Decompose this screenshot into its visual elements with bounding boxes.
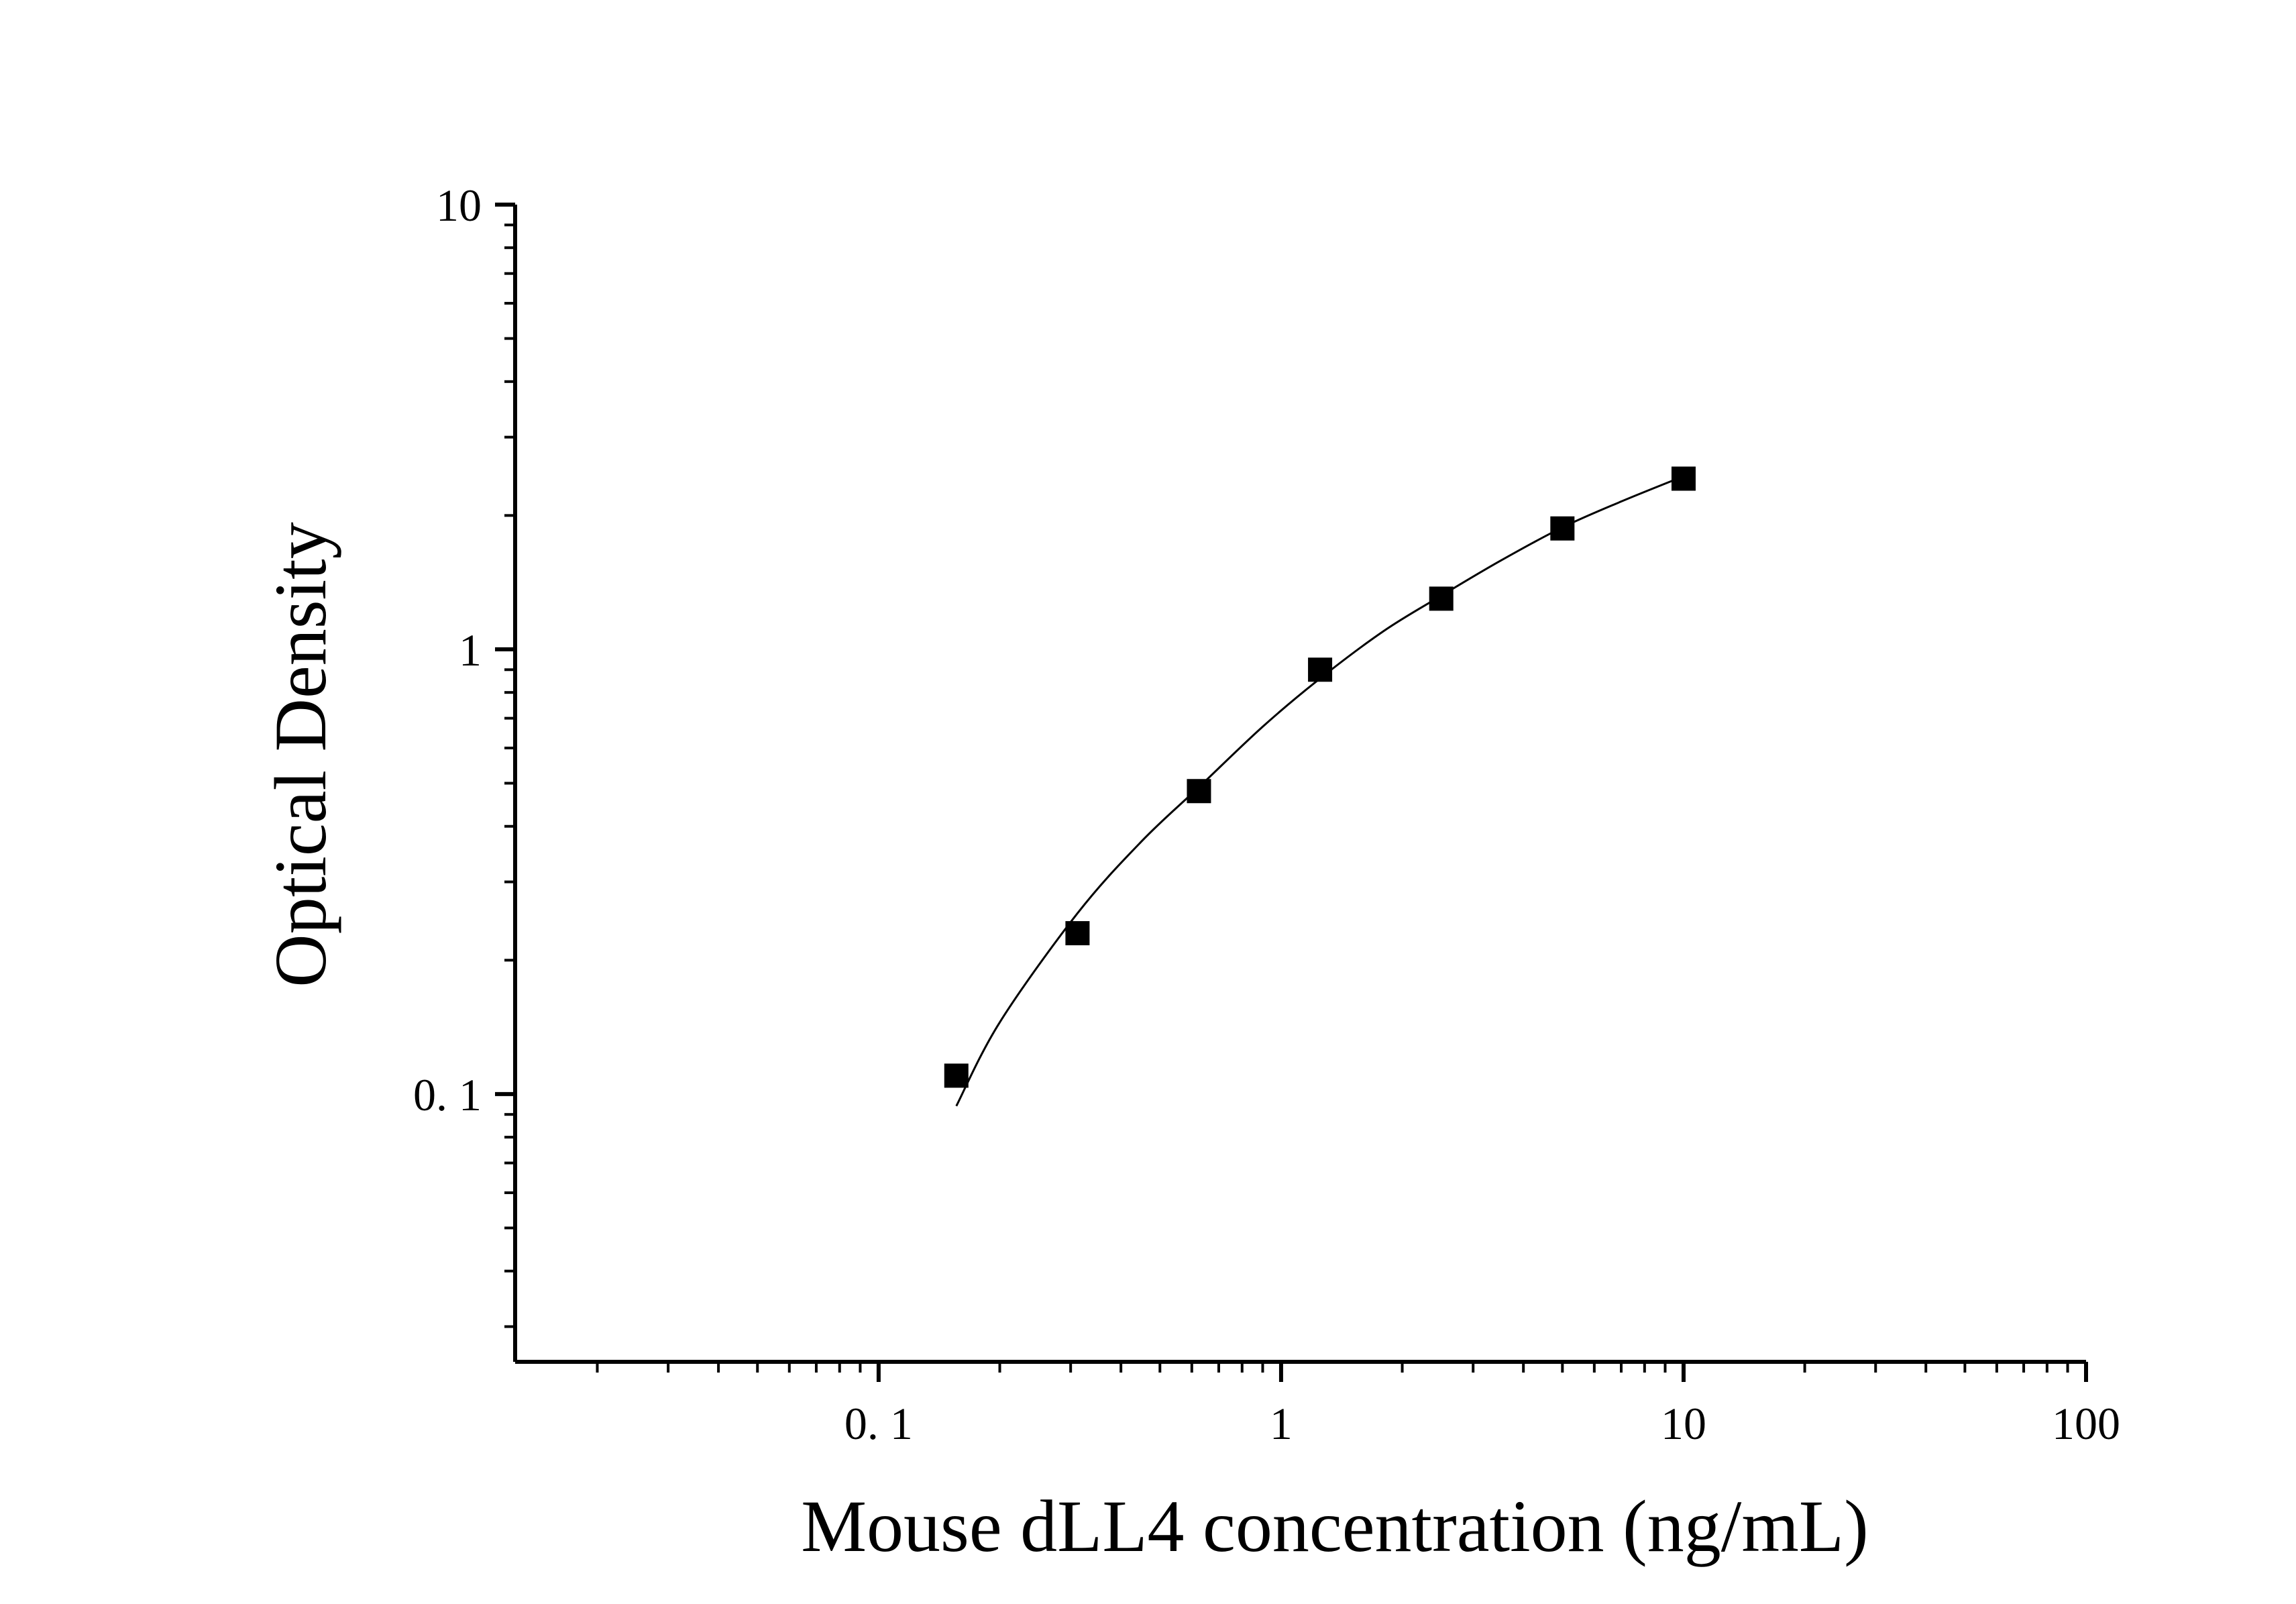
data-point (1065, 921, 1090, 946)
data-points-layer (944, 466, 1696, 1088)
x-tick-label: 100 (2052, 1398, 2120, 1449)
y-tick-label: 1 (459, 625, 482, 676)
data-point (944, 1063, 969, 1088)
x-tick-label: 0. 1 (844, 1398, 913, 1449)
x-tick-label: 1 (1270, 1398, 1293, 1449)
axes: 0. 1 1 10 100 0. 1 1 10 (413, 180, 2120, 1449)
y-tick-label: 10 (436, 180, 482, 231)
data-point (1550, 516, 1575, 541)
y-tick-label: 0. 1 (413, 1069, 482, 1120)
data-point (1308, 657, 1333, 682)
x-axis-title: Mouse dLL4 concentration (ng/mL) (801, 1485, 1869, 1567)
x-tick-label: 10 (1661, 1398, 1706, 1449)
y-axis-title: Optical Density (260, 522, 341, 987)
data-point (1429, 586, 1454, 611)
data-point (1671, 466, 1696, 491)
data-point (1187, 779, 1211, 804)
